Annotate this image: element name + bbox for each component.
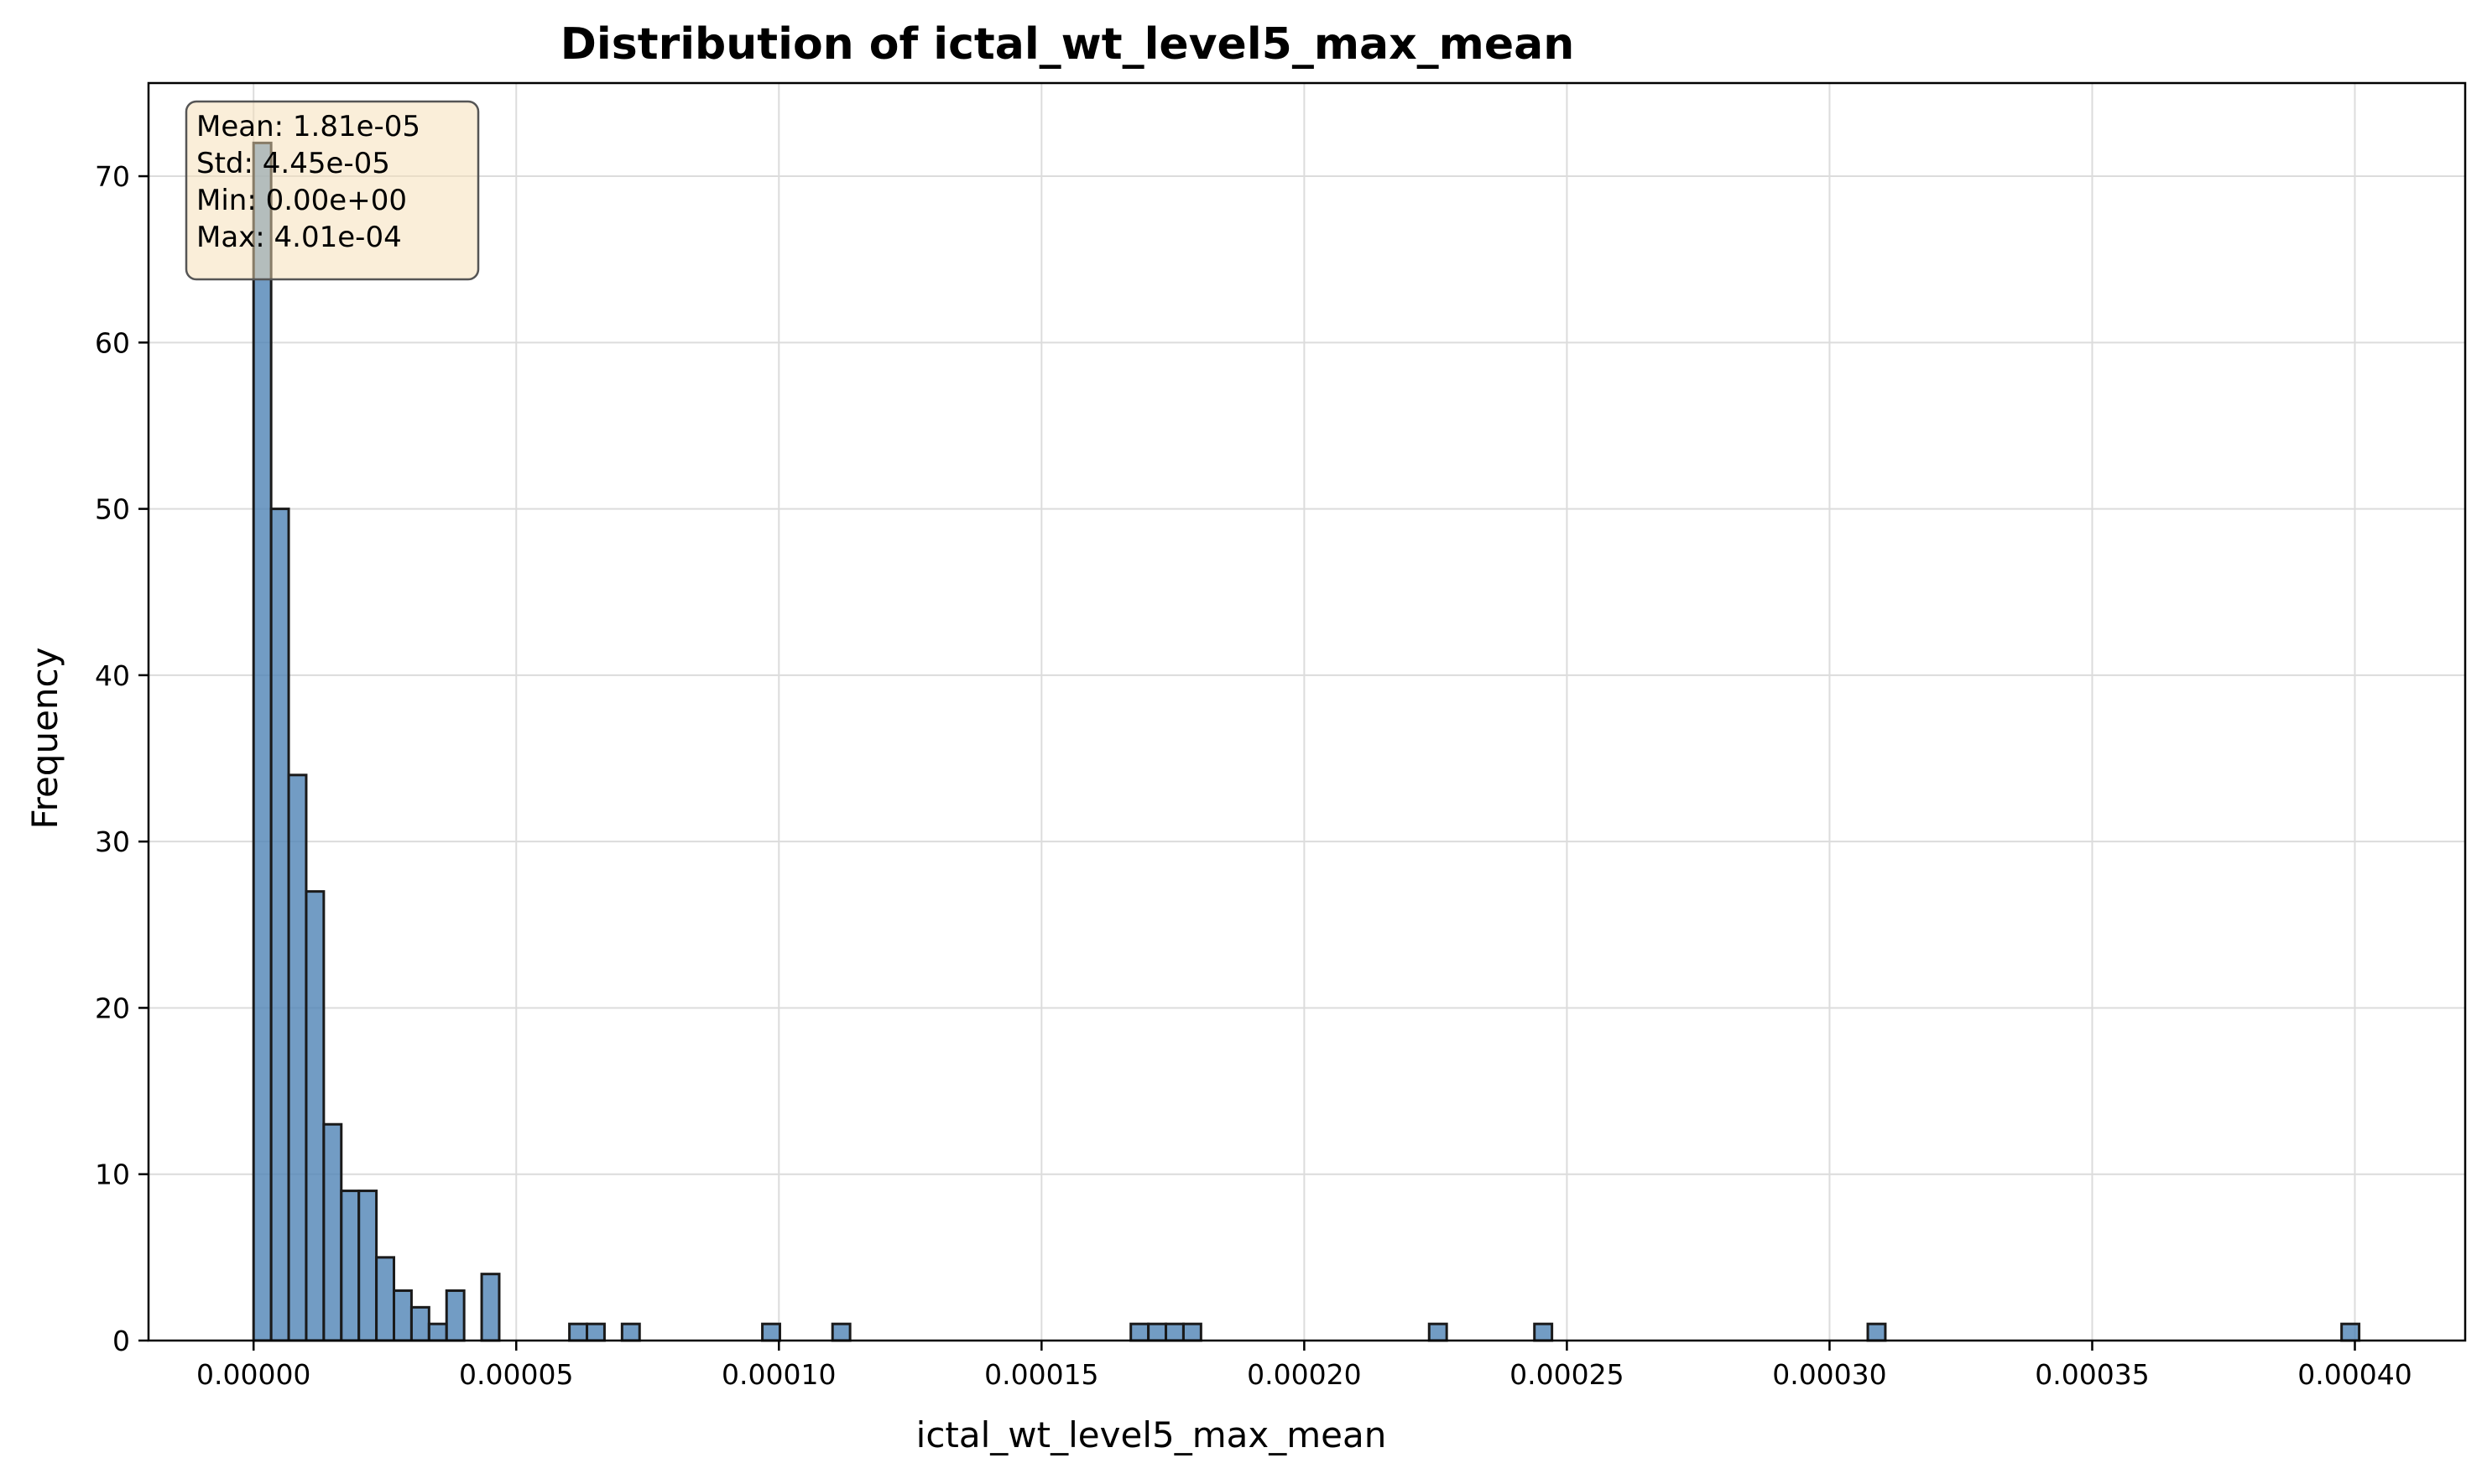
x-tick-label: 0.00005	[459, 1358, 573, 1391]
histogram-bar	[568, 1322, 589, 1342]
y-tick-label: 20	[95, 992, 130, 1024]
y-tick-label: 30	[95, 825, 130, 858]
histogram-bar	[445, 1289, 466, 1342]
histogram-bar	[427, 1322, 448, 1342]
y-tick-label: 0	[112, 1325, 130, 1357]
chart-title: Distribution of ictal_wt_level5_max_mean	[560, 19, 1574, 70]
histogram-bar	[252, 141, 273, 1342]
histogram-bar	[287, 773, 308, 1342]
stats-line: Mean: 1.81e-05	[196, 110, 420, 143]
histogram-bar	[340, 1190, 361, 1342]
histogram-bar	[1866, 1322, 1887, 1342]
histogram-bar	[1533, 1322, 1554, 1342]
y-tick-label: 40	[95, 659, 130, 692]
y-tick-label: 10	[95, 1159, 130, 1191]
histogram-bar	[2340, 1322, 2361, 1342]
stats-box-text: Mean: 1.81e-05 Std: 4.45e-05 Min: 0.00e+00…	[196, 110, 420, 254]
histogram-bar	[586, 1322, 606, 1342]
x-tick-label: 0.00030	[1772, 1358, 1886, 1391]
stats-line: Max: 4.01e-04	[196, 221, 402, 254]
histogram-bar	[1165, 1322, 1185, 1342]
histogram-bar	[480, 1273, 501, 1342]
histogram-bar	[761, 1322, 781, 1342]
x-tick-label: 0.00020	[1247, 1358, 1361, 1391]
y-tick-label: 50	[95, 493, 130, 526]
histogram-bar	[269, 508, 290, 1342]
stats-line: Min: 0.00e+00	[196, 184, 407, 217]
y-tick-label: 60	[95, 326, 130, 359]
histogram-bar	[1129, 1322, 1150, 1342]
x-tick-label: 0.00015	[984, 1358, 1098, 1391]
x-tick-label: 0.00000	[196, 1358, 310, 1391]
plot-frame	[147, 81, 2467, 1342]
stats-box-background	[185, 100, 480, 281]
x-tick-label: 0.00025	[1509, 1358, 1624, 1391]
histogram-bar	[393, 1289, 413, 1342]
histogram-bar	[375, 1256, 396, 1342]
x-tick-label: 0.00040	[2297, 1358, 2411, 1391]
x-tick-label: 0.00035	[2035, 1358, 2149, 1391]
histogram-bar	[1181, 1322, 1202, 1342]
stats-box: Mean: 1.81e-05 Std: 4.45e-05 Min: 0.00e+00…	[185, 100, 480, 281]
histogram-bar	[1147, 1322, 1168, 1342]
x-tick-label: 0.00010	[722, 1358, 836, 1391]
histogram-bar	[322, 1122, 343, 1342]
histogram-bar	[831, 1322, 852, 1342]
histogram-bar	[357, 1190, 378, 1342]
histogram-bar	[620, 1322, 641, 1342]
histogram-bar	[1427, 1322, 1448, 1342]
axis-ticks: 0.00000 0.00005 0.00010 0.00015 0.00020 0.000…	[95, 160, 2412, 1391]
y-tick-label: 70	[95, 160, 130, 193]
histogram-bar	[409, 1305, 430, 1342]
stats-line: Std: 4.45e-05	[196, 147, 390, 180]
histogram-bar	[305, 890, 326, 1342]
y-axis-label: Frequency	[24, 648, 65, 830]
x-axis-label: ictal_wt_level5_max_mean	[916, 1414, 1387, 1455]
